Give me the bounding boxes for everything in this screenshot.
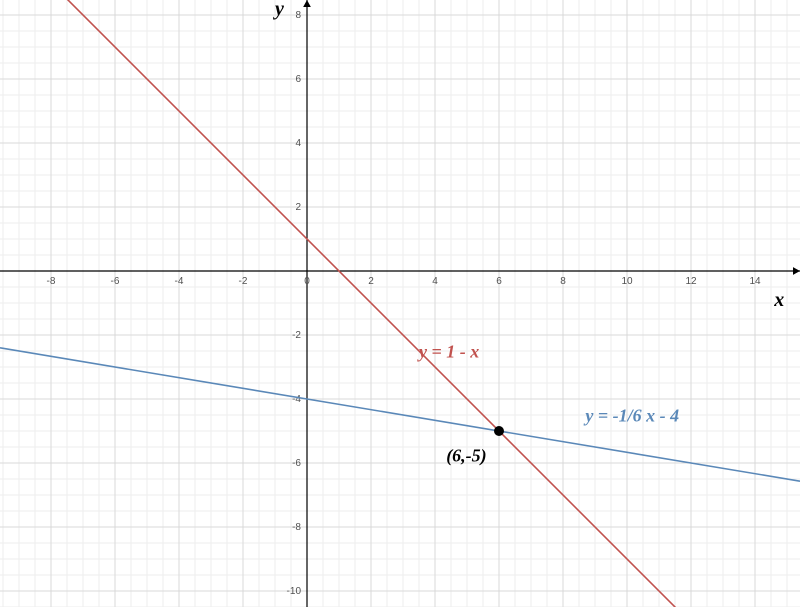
chart-container: -8 -6 -4 -2 0 2 4 6 8 10 12 14 -10 -8 -6 -4 -2 2 4 6 8 y = 1 … <box>0 0 800 607</box>
y-tick-label: 4 <box>295 138 301 149</box>
line-blue-label: y = -1/6 x - 4 <box>583 405 679 425</box>
x-tick-label: 8 <box>560 276 566 287</box>
x-tick-label: -8 <box>47 276 56 287</box>
y-tick-label: 6 <box>295 74 301 85</box>
y-axis-label: y <box>273 0 284 20</box>
x-axis-label: x <box>773 289 784 311</box>
y-tick-label: -8 <box>292 522 301 533</box>
x-tick-label: -2 <box>239 276 248 287</box>
x-tick-label: -4 <box>175 276 184 287</box>
line-red-label: y = 1 - x <box>417 341 479 361</box>
x-tick-label: 4 <box>432 276 438 287</box>
x-tick-label: 12 <box>685 276 697 287</box>
y-tick-label: -10 <box>287 586 302 597</box>
y-tick-label: -4 <box>292 394 301 405</box>
x-tick-label: 10 <box>621 276 633 287</box>
x-tick-label: 6 <box>496 276 502 287</box>
y-tick-label: -6 <box>292 458 301 469</box>
y-tick-label: 8 <box>295 10 301 21</box>
x-tick-label: 0 <box>304 276 310 287</box>
coordinate-plot: -8 -6 -4 -2 0 2 4 6 8 10 12 14 -10 -8 -6 -4 -2 2 4 6 8 y = 1 … <box>0 0 800 607</box>
y-tick-label: 2 <box>295 202 301 213</box>
intersection-label: (6,-5) <box>446 445 486 466</box>
x-tick-label: -6 <box>111 276 120 287</box>
intersection-point <box>494 426 504 436</box>
y-tick-label: -2 <box>292 330 301 341</box>
x-tick-label: 14 <box>749 276 761 287</box>
x-tick-label: 2 <box>368 276 374 287</box>
